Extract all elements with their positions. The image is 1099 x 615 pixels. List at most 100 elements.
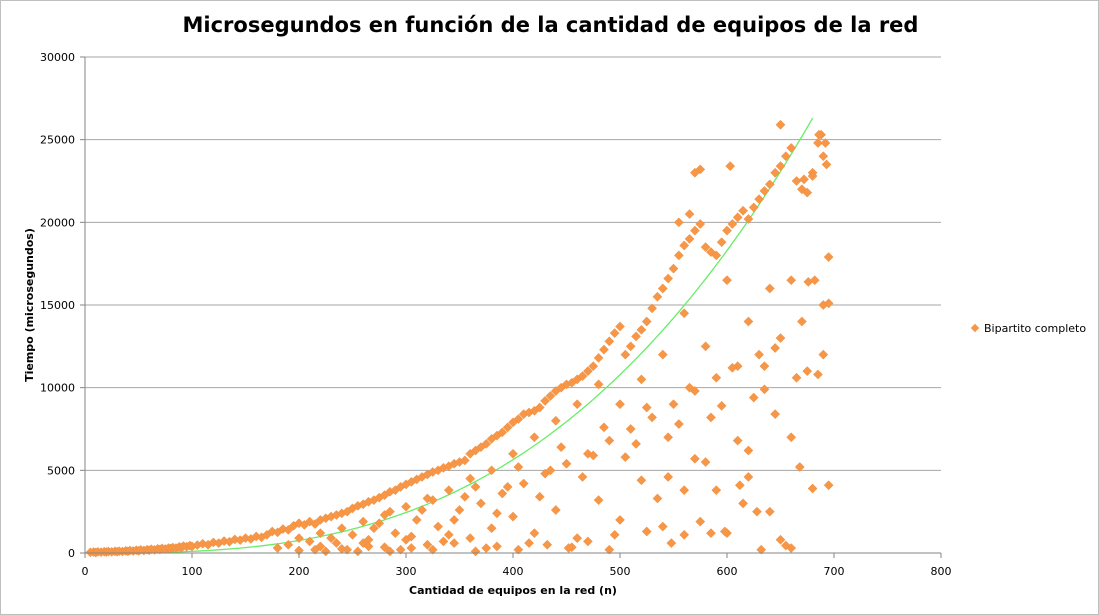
data-point — [821, 159, 832, 170]
data-point — [716, 400, 727, 411]
data-point — [310, 544, 320, 555]
data-point — [780, 540, 791, 551]
data-point — [588, 450, 599, 461]
data-point — [823, 252, 834, 262]
data-point — [641, 316, 652, 327]
x-tick-label: 600 — [717, 565, 738, 578]
data-point — [599, 422, 609, 433]
data-point — [459, 455, 470, 466]
data-point — [668, 263, 679, 274]
data-point — [759, 186, 770, 196]
data-point — [583, 366, 593, 377]
x-tick-label: 200 — [289, 565, 310, 578]
gridlines — [85, 56, 941, 471]
data-point — [395, 544, 406, 555]
data-point — [695, 219, 706, 229]
x-tick-label: 300 — [396, 565, 417, 578]
data-point — [497, 488, 508, 499]
data-point — [609, 529, 620, 540]
data-point — [518, 478, 529, 489]
data-point — [513, 544, 524, 555]
data-point — [727, 219, 738, 229]
data-point — [385, 546, 395, 557]
data-point — [465, 533, 476, 544]
data-point — [492, 508, 502, 519]
y-tick-label: 10000 — [40, 382, 75, 395]
data-point — [754, 194, 764, 205]
data-point — [449, 538, 460, 548]
data-point — [786, 432, 797, 443]
data-point — [294, 533, 304, 544]
data-point — [502, 481, 513, 492]
data-point — [417, 505, 427, 515]
x-tick-label: 400 — [503, 565, 524, 578]
data-point — [684, 209, 695, 219]
data-point — [336, 523, 347, 534]
data-point — [716, 237, 727, 248]
data-point — [695, 516, 706, 527]
x-tick-label: 500 — [610, 565, 631, 578]
data-point — [711, 485, 722, 496]
data-point — [719, 526, 730, 537]
data-point — [775, 119, 786, 130]
data-point — [799, 174, 809, 185]
data-point — [443, 529, 454, 540]
data-point — [331, 538, 342, 548]
data-point — [620, 349, 631, 360]
data-point — [700, 341, 711, 352]
data-point — [545, 391, 556, 401]
x-tick-label: 100 — [182, 565, 203, 578]
data-point — [725, 161, 736, 172]
data-point — [752, 506, 762, 517]
data-point — [283, 539, 294, 550]
data-point — [572, 399, 583, 410]
data-point — [743, 214, 754, 224]
data-point — [599, 344, 609, 355]
data-point — [738, 205, 748, 216]
data-point — [802, 366, 813, 377]
data-point — [666, 538, 677, 548]
data-point — [641, 402, 652, 413]
data-point — [422, 493, 433, 504]
x-tick-label: 700 — [824, 565, 845, 578]
data-point — [609, 328, 620, 338]
data-point — [652, 493, 663, 504]
data-point — [310, 519, 320, 529]
data-point — [775, 161, 786, 172]
data-point — [807, 171, 818, 181]
data-point — [524, 538, 534, 548]
data-point — [734, 480, 745, 491]
data-point — [449, 515, 460, 525]
data-point — [814, 129, 824, 140]
data-point — [545, 465, 556, 476]
data-point — [663, 472, 674, 482]
data-point — [668, 399, 679, 410]
data-point — [780, 151, 791, 162]
data-point — [513, 462, 524, 472]
data-point — [542, 539, 553, 550]
data-point — [700, 457, 711, 467]
data-point — [481, 543, 492, 553]
data-point — [379, 542, 390, 553]
data-point — [770, 167, 781, 178]
data-point — [743, 445, 754, 456]
data-point — [738, 498, 748, 509]
data-point — [794, 462, 805, 472]
data-point — [604, 435, 615, 446]
data-point — [625, 341, 636, 352]
data-point — [631, 438, 641, 449]
data-point — [756, 544, 767, 555]
data-point — [486, 465, 497, 476]
data-point — [604, 336, 615, 347]
data-point — [727, 362, 738, 373]
data-point — [583, 536, 593, 547]
data-point — [706, 412, 716, 423]
data-point — [684, 233, 695, 244]
data-point — [775, 333, 786, 343]
data-point — [615, 515, 625, 525]
data-point — [406, 531, 417, 542]
data-point — [315, 528, 326, 539]
chart-title: Microsegundos en función de la cantidad … — [182, 13, 919, 37]
